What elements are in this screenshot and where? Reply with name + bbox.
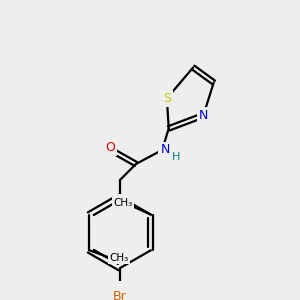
Text: S: S: [163, 92, 171, 105]
Text: N: N: [160, 143, 170, 157]
Text: N: N: [199, 109, 208, 122]
Text: H: H: [172, 152, 180, 161]
Text: CH₃: CH₃: [110, 253, 129, 263]
Text: O: O: [105, 141, 115, 154]
Text: O: O: [115, 196, 125, 209]
Text: CH₃: CH₃: [113, 198, 132, 208]
Text: Br: Br: [113, 290, 127, 300]
